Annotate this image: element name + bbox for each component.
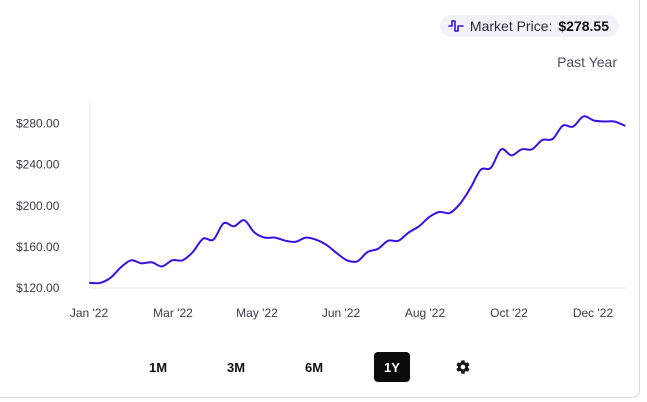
y-tick-label: $120.00: [16, 281, 60, 295]
gear-icon: [456, 360, 470, 374]
y-tick-label: $160.00: [16, 240, 60, 254]
x-tick-label: Jun '22: [322, 306, 361, 320]
range-button-6m[interactable]: 6M: [296, 352, 332, 382]
x-tick-label: Mar '22: [153, 306, 193, 320]
market-price-badge: Market Price: $278.55: [439, 15, 619, 37]
y-tick-label: $240.00: [16, 158, 60, 172]
range-button-3m[interactable]: 3M: [218, 352, 254, 382]
y-tick-label: $200.00: [16, 199, 60, 213]
market-price-label: Market Price:: [469, 18, 553, 34]
x-tick-label: Oct '22: [490, 306, 528, 320]
settings-button[interactable]: [448, 352, 478, 382]
range-button-1m[interactable]: 1M: [140, 352, 176, 382]
range-selector: 1M 3M 6M 1Y: [140, 352, 478, 382]
price-series-line: [89, 115, 626, 285]
market-price-card: Market Price: $278.55 Past Year $120.00 $…: [0, 0, 640, 398]
x-tick-label: May '22: [236, 306, 278, 320]
x-tick-label: Dec '22: [573, 306, 614, 320]
price-line-chart: $120.00 $160.00 $200.00 $240.00 $280.00 Jan '…: [16, 103, 626, 320]
y-tick-label: $280.00: [16, 117, 60, 131]
market-price-value: $278.55: [558, 18, 609, 34]
range-button-1y[interactable]: 1Y: [374, 352, 410, 382]
x-tick-label: Aug '22: [405, 306, 446, 320]
period-label: Past Year: [557, 54, 617, 70]
pulse-icon: [448, 20, 464, 32]
x-tick-label: Jan '22: [70, 306, 109, 320]
